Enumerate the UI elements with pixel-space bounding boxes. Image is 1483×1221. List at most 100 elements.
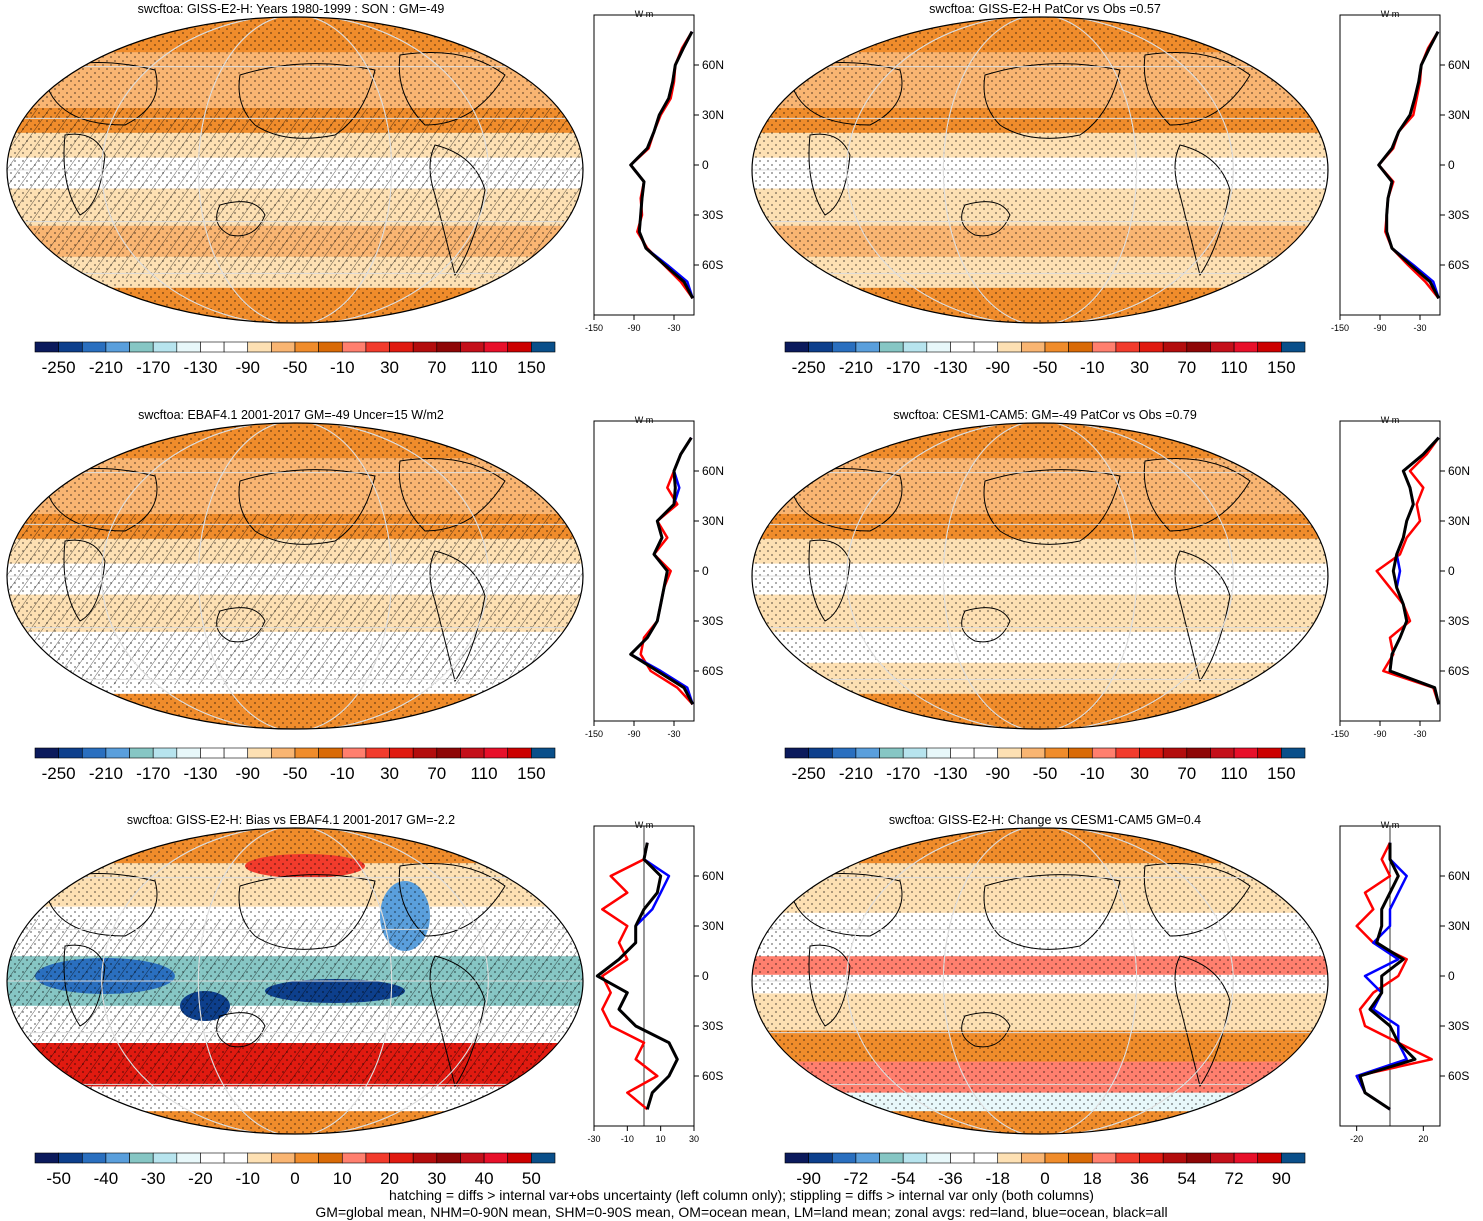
colorbar-swatch [1257, 747, 1282, 759]
colorbar-swatch [389, 1152, 414, 1164]
world-map [6, 422, 584, 730]
colorbar-swatch [1044, 341, 1069, 353]
colorbar-swatch [784, 1152, 809, 1164]
zonal-x-tick-label: -10 [621, 1134, 634, 1144]
colorbar-swatch [460, 747, 485, 759]
colorbar-swatch [855, 1152, 880, 1164]
colorbar-label: 30 [1130, 764, 1149, 783]
zonal-mean-plot: W m 60N 30N 0 30S 60S -30 -10 10 30 [587, 820, 724, 1144]
zonal-series-land [601, 842, 659, 1111]
zonal-unit-label: W m [1381, 415, 1400, 425]
colorbar-label: -90 [985, 358, 1010, 377]
colorbar-swatch [247, 341, 272, 353]
colorbar-swatch [902, 1152, 928, 1164]
zonal-x-tick-label: -150 [1331, 323, 1349, 333]
colorbar-swatch [365, 747, 390, 759]
colorbar: -250 -210 -170 -130 -90 -50 -10 30 70 110 150 [34, 341, 556, 377]
colorbar-label: 110 [471, 764, 498, 783]
colorbar-swatch [1233, 1152, 1259, 1164]
colorbar-swatch [1210, 747, 1235, 759]
zonal-x-tick-label: -30 [1413, 323, 1426, 333]
zonal-lat-tick-label: 30S [702, 208, 723, 222]
colorbar-label: -90 [985, 764, 1010, 783]
colorbar-swatch [950, 341, 975, 353]
zonal-x-tick-label: -30 [1413, 729, 1426, 739]
zonal-x-tick-label: 20 [1418, 1134, 1428, 1144]
colorbar-swatch [412, 747, 438, 759]
colorbar-swatch [950, 1152, 975, 1164]
colorbar-swatch [831, 747, 857, 759]
colorbar-label: 150 [517, 764, 545, 783]
colorbar-swatch [1068, 747, 1093, 759]
colorbar-label: 90 [1272, 1169, 1291, 1188]
colorbar-swatch [879, 341, 904, 353]
zonal-lat-tick-label: 60N [702, 869, 724, 883]
zonal-x-tick-label: 30 [689, 1134, 699, 1144]
footer-hatching-note: hatching = diffs > internal var+obs unce… [389, 1187, 1094, 1203]
colorbar-swatch [1115, 747, 1140, 759]
colorbar-swatch [152, 341, 178, 353]
colorbar-label: -170 [886, 764, 920, 783]
colorbar-label: 30 [1130, 358, 1149, 377]
colorbar-swatch [81, 341, 107, 353]
zonal-lat-tick-label: 30N [702, 514, 724, 528]
colorbar: -90 -72 -54 -36 -18 0 18 36 54 72 90 [784, 1152, 1306, 1188]
colorbar-label: 70 [427, 764, 446, 783]
colorbar-label: -36 [938, 1169, 963, 1188]
zonal-series-land [629, 31, 694, 300]
colorbar-swatch [808, 747, 833, 759]
zonal-x-tick-label: -20 [1350, 1134, 1363, 1144]
zonal-series-land [1377, 31, 1440, 300]
zonal-unit-label: W m [635, 9, 654, 19]
colorbar-swatch [1139, 1152, 1164, 1164]
zonal-x-tick-label: -90 [1373, 323, 1386, 333]
colorbar-label: -10 [330, 358, 355, 377]
zonal-lat-tick-label: 60S [1448, 1069, 1469, 1083]
colorbar-label: -90 [796, 1169, 821, 1188]
colorbar-swatch [1091, 1152, 1117, 1164]
zonal-lat-tick-label: 60N [702, 464, 724, 478]
colorbar-label: -10 [235, 1169, 260, 1188]
colorbar-swatch [176, 747, 201, 759]
colorbar-label: -130 [933, 358, 967, 377]
colorbar-swatch [1233, 341, 1259, 353]
colorbar-swatch [1139, 747, 1164, 759]
colorbar-swatch [1233, 747, 1259, 759]
world-map [751, 422, 1329, 730]
colorbar-label: -18 [985, 1169, 1010, 1188]
colorbar: -250 -210 -170 -130 -90 -50 -10 30 70 110 150 [784, 747, 1306, 783]
colorbar-swatch [105, 341, 130, 353]
zonal-lat-tick-label: 30N [702, 108, 724, 122]
colorbar-swatch [341, 341, 367, 353]
colorbar-label: 54 [1177, 1169, 1196, 1188]
colorbar-label: -170 [886, 358, 920, 377]
zonal-lat-tick-label: 0 [1448, 969, 1455, 983]
colorbar-swatch [997, 1152, 1022, 1164]
zonal-lat-tick-label: 60N [1448, 869, 1470, 883]
zonal-series-ocean [1355, 842, 1408, 1111]
zonal-mean-plot: W m 60N 30N 0 30S 60S -20 20 [1339, 820, 1470, 1144]
colorbar-swatch [531, 747, 556, 759]
colorbar-label: -50 [1033, 764, 1058, 783]
colorbar-label: -250 [792, 358, 826, 377]
zonal-series-all [629, 436, 695, 705]
zonal-x-tick-label: -150 [585, 323, 603, 333]
colorbar-swatch [200, 1152, 225, 1164]
colorbar-swatch [1068, 1152, 1093, 1164]
colorbar-swatch [1139, 341, 1164, 353]
colorbar-swatch [1210, 341, 1235, 353]
colorbar-label: -10 [1080, 764, 1105, 783]
zonal-mean-plot: W m 60N 30N 0 30S 60S -150 -90 -30 [585, 9, 724, 333]
colorbar-label: -250 [792, 764, 826, 783]
zonal-lat-tick-label: 0 [1448, 564, 1455, 578]
colorbar-label: -130 [183, 764, 217, 783]
colorbar-swatch [1210, 1152, 1235, 1164]
colorbar-swatch [58, 341, 83, 353]
colorbar-swatch [271, 341, 296, 353]
colorbar-label: -50 [283, 764, 308, 783]
colorbar-swatch [1091, 747, 1117, 759]
colorbar-swatch [902, 747, 928, 759]
colorbar-label: 30 [380, 764, 399, 783]
colorbar-label: 72 [1225, 1169, 1244, 1188]
zonal-series-all [1377, 31, 1441, 299]
